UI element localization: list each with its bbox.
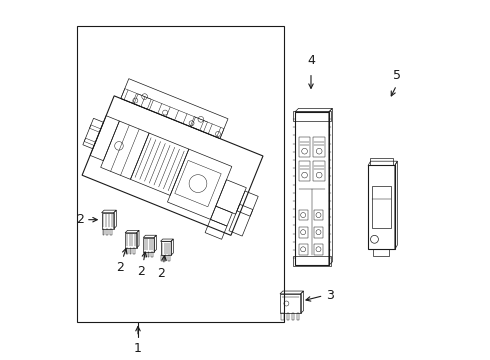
Bar bbox=[373, 248, 390, 256]
Bar bbox=[281, 314, 284, 320]
Bar bbox=[368, 166, 395, 249]
Bar bbox=[168, 255, 170, 261]
Bar bbox=[144, 252, 146, 257]
Bar bbox=[130, 248, 131, 254]
Bar bbox=[314, 210, 323, 220]
Text: 2: 2 bbox=[137, 265, 145, 278]
Bar bbox=[313, 138, 325, 157]
Text: 3: 3 bbox=[326, 289, 334, 302]
Bar bbox=[313, 161, 325, 181]
Text: 1: 1 bbox=[134, 342, 142, 355]
Bar bbox=[77, 26, 284, 323]
Bar bbox=[299, 244, 308, 255]
Bar bbox=[371, 186, 391, 228]
Bar bbox=[299, 227, 308, 238]
Bar bbox=[102, 229, 104, 235]
Bar bbox=[165, 255, 166, 261]
Text: 4: 4 bbox=[307, 54, 315, 67]
Bar bbox=[297, 314, 299, 320]
Bar bbox=[147, 252, 149, 257]
Bar bbox=[295, 112, 329, 265]
Bar bbox=[151, 252, 152, 257]
Bar bbox=[299, 138, 311, 157]
Text: 2: 2 bbox=[116, 261, 124, 274]
Bar bbox=[293, 111, 331, 121]
Bar bbox=[314, 244, 323, 255]
Bar bbox=[314, 227, 323, 238]
Text: 2: 2 bbox=[76, 213, 84, 226]
Bar bbox=[133, 248, 135, 254]
Bar bbox=[293, 256, 331, 266]
Bar bbox=[370, 158, 393, 166]
Bar bbox=[287, 314, 289, 320]
Bar bbox=[161, 255, 163, 261]
Bar bbox=[292, 314, 294, 320]
Bar bbox=[126, 248, 128, 254]
Bar bbox=[280, 294, 301, 314]
Bar bbox=[299, 161, 311, 181]
Text: 5: 5 bbox=[392, 69, 401, 82]
Bar bbox=[110, 229, 112, 235]
Text: 2: 2 bbox=[157, 267, 165, 280]
Bar bbox=[106, 229, 108, 235]
Bar bbox=[299, 210, 308, 220]
